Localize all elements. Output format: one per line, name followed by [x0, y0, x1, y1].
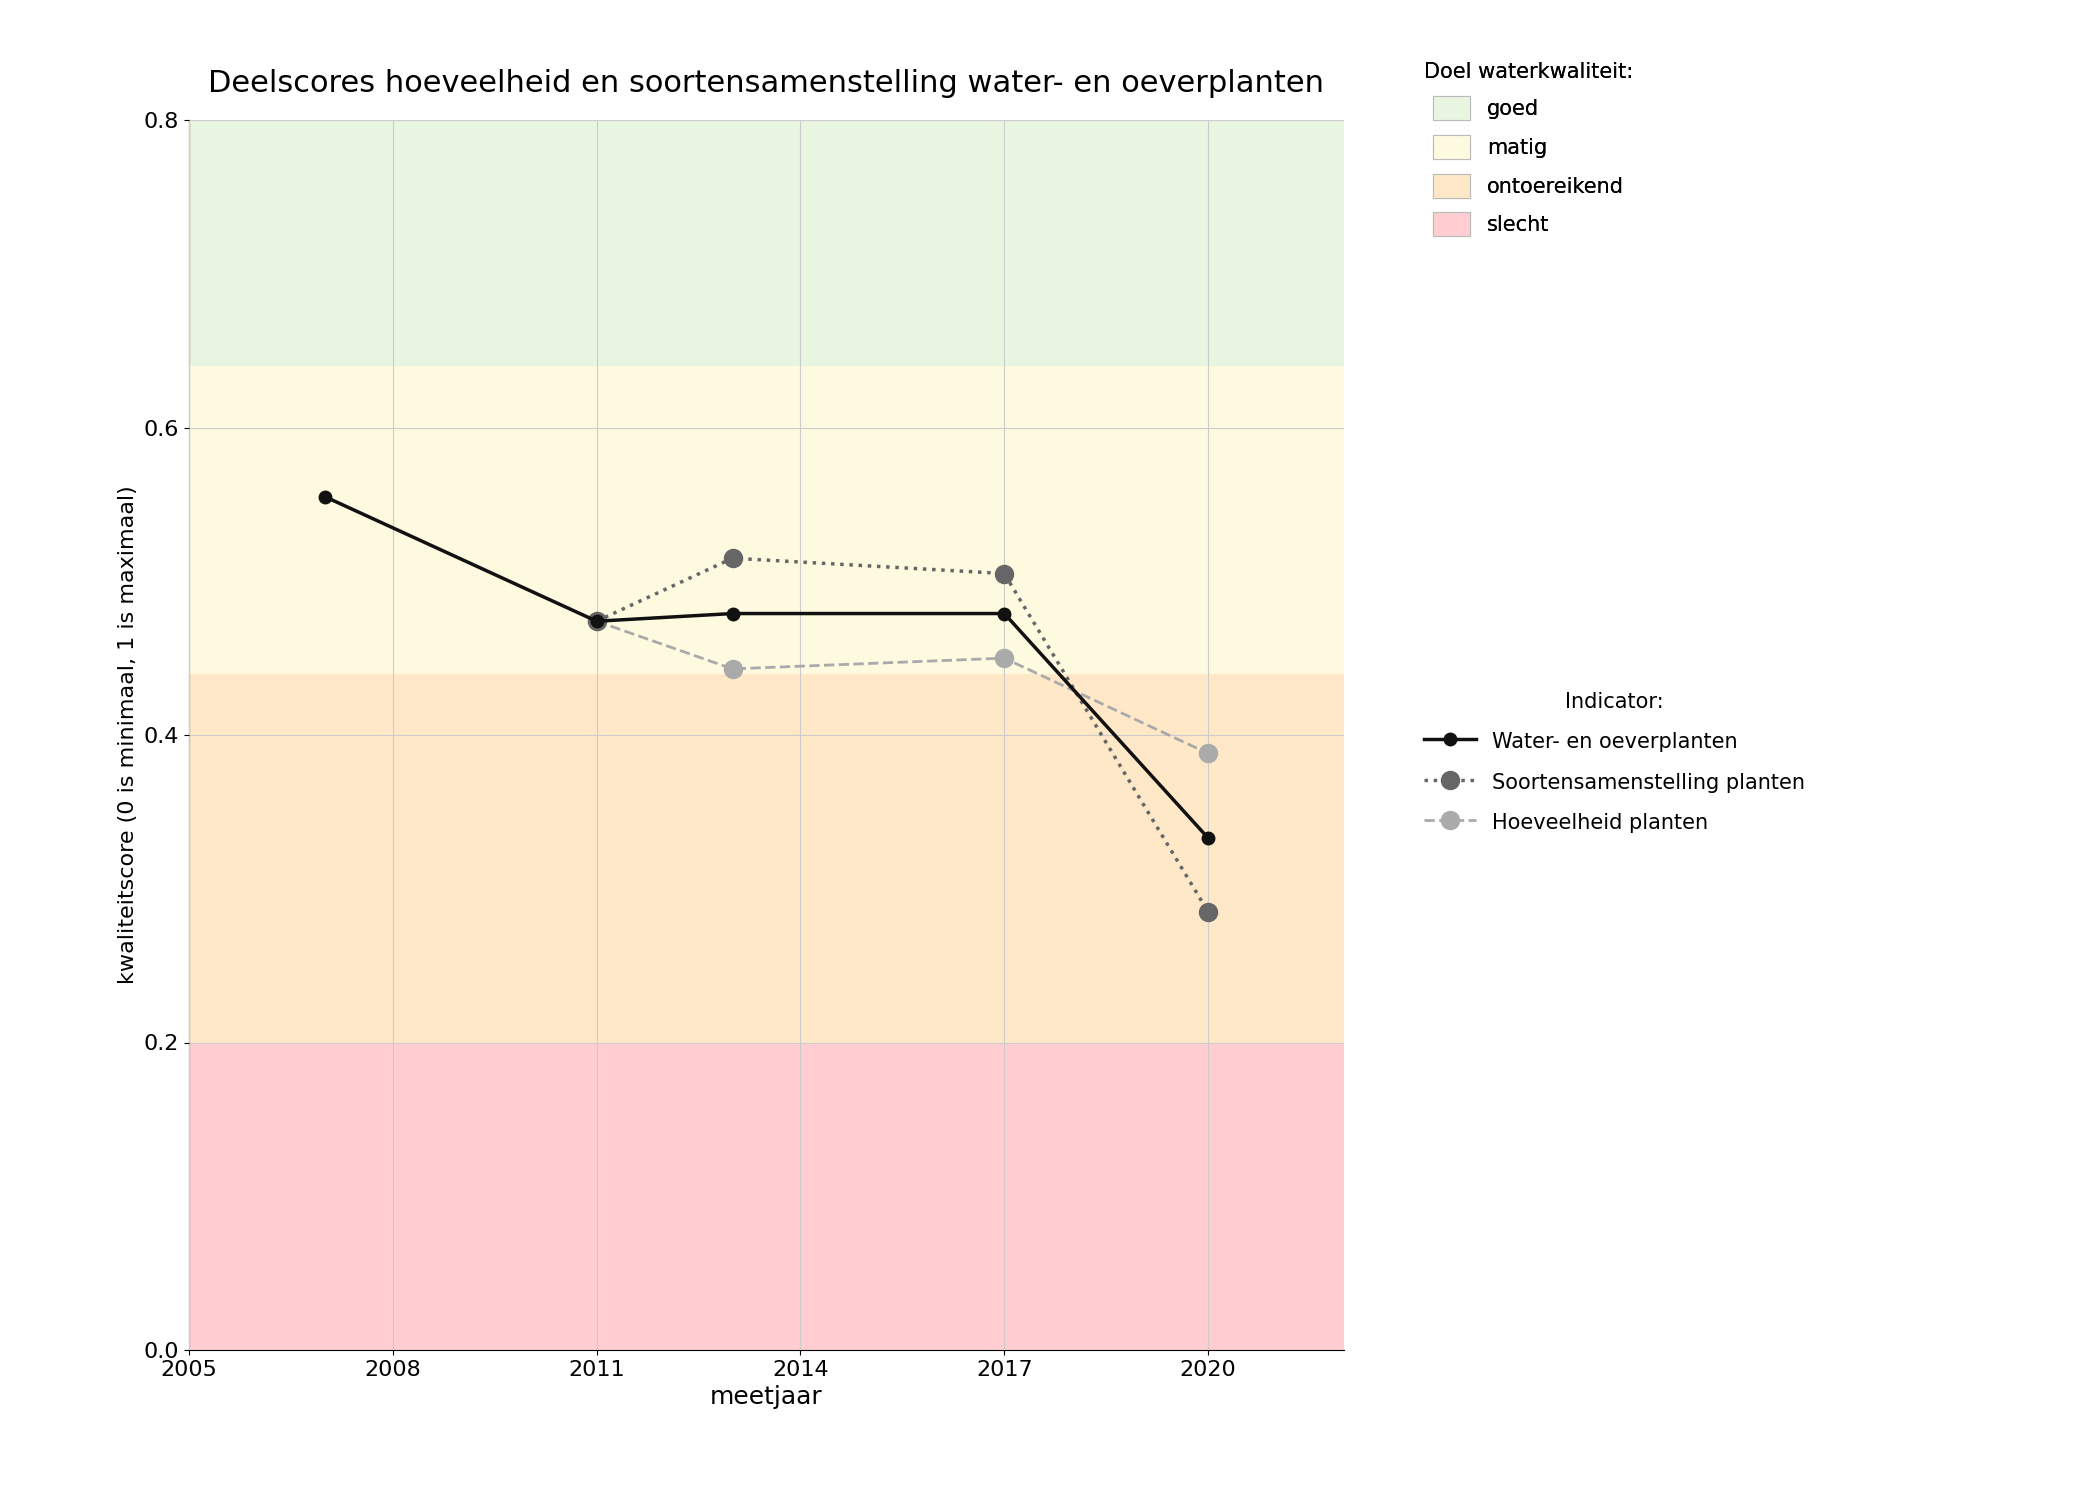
- Legend: Water- en oeverplanten, Soortensamenstelling planten, Hoeveelheid planten: Water- en oeverplanten, Soortensamenstel…: [1418, 686, 1812, 840]
- X-axis label: meetjaar: meetjaar: [710, 1386, 823, 1410]
- Y-axis label: kwaliteitscore (0 is minimaal, 1 is maximaal): kwaliteitscore (0 is minimaal, 1 is maxi…: [118, 486, 139, 984]
- Title: Deelscores hoeveelheid en soortensamenstelling water- en oeverplanten: Deelscores hoeveelheid en soortensamenst…: [208, 69, 1325, 98]
- Bar: [189, 674, 1344, 1042]
- Legend: goed, matig, ontoereikend, slecht: goed, matig, ontoereikend, slecht: [1418, 56, 1640, 243]
- Bar: [189, 1042, 1344, 1350]
- Bar: [189, 120, 1344, 366]
- Bar: [189, 366, 1344, 674]
